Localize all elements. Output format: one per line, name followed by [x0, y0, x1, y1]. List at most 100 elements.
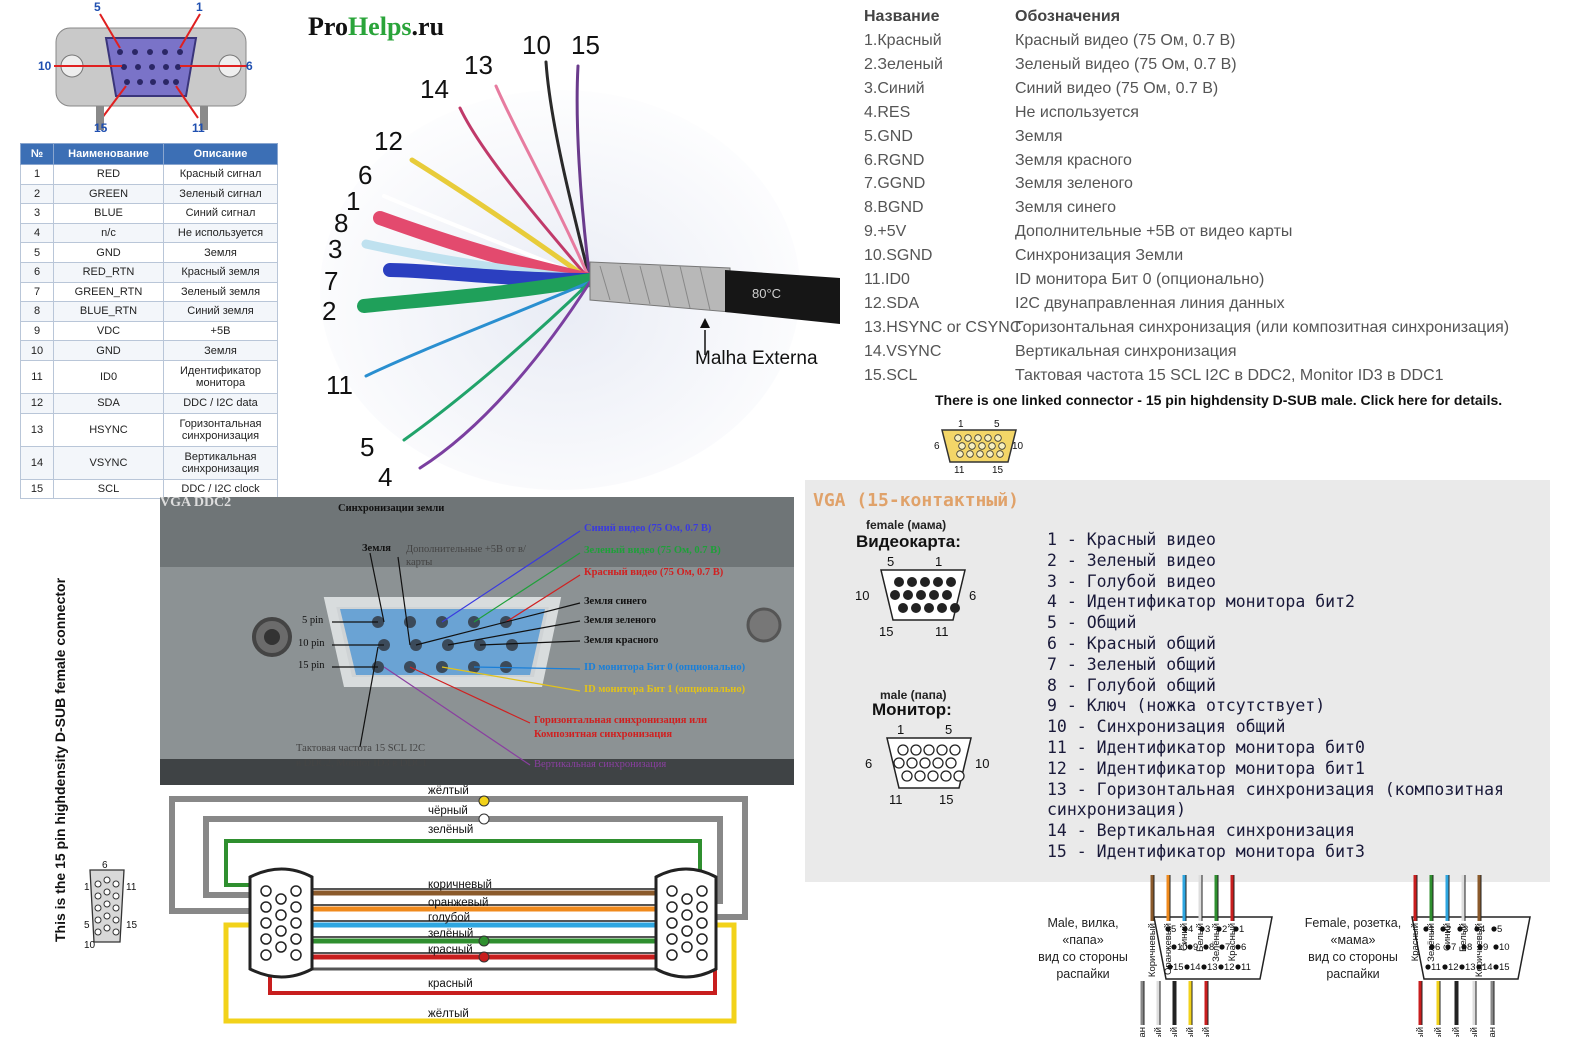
- pin-name-list: Название Обозначения 1.Красный Красный ви…: [860, 0, 1560, 415]
- vga-pin-item: 1 - Красный видео: [1047, 530, 1216, 549]
- wire-mid-blue: голубой: [428, 912, 470, 924]
- pinout-pin: [1476, 964, 1482, 970]
- pin-number-cell: 8: [20, 301, 54, 322]
- cable-print: 80°C: [752, 286, 781, 301]
- cable-wires-photo: 80°C Malha Externa 10 15 13 14 12 6 1 8 …: [300, 0, 840, 495]
- pin-list-name: 5.GND: [864, 127, 913, 145]
- male-dsub-small-icon[interactable]: 1 5 6 10 11 15: [930, 418, 1030, 476]
- vga-pin-item: 9 - Ключ (ножка отсутствует): [1047, 696, 1326, 716]
- pinout-pin-number: 5: [1171, 924, 1176, 935]
- linked-connector-link[interactable]: There is one linked connector - 15 pin h…: [935, 392, 1503, 408]
- pinout-pin: [1493, 964, 1499, 970]
- pin-number-cell: 14: [20, 445, 54, 480]
- svg-text:5: 5: [887, 554, 894, 569]
- pin-list-name: 12.SDA: [864, 294, 920, 312]
- pin-name-cell: SCL: [53, 478, 164, 500]
- pin-name-cell: VDC: [53, 320, 164, 342]
- pinout-pin: [1235, 944, 1241, 950]
- pin-list-name: 11.ID0: [864, 271, 910, 288]
- wire-label-6: 6: [358, 160, 372, 190]
- pin-list-row: 14.VSYNC Вертикальная синхронизация: [864, 343, 1554, 367]
- table-row: 4 n/c Не используется: [20, 222, 278, 244]
- pin-list-desc: Тактовая частота 15 SCL I2C в DDC2, Moni…: [1015, 366, 1444, 384]
- pin-name-cell: HSYNC: [53, 412, 164, 447]
- photo-title: VGA DDC2: [160, 497, 232, 510]
- pin-name-cell: RED_RTN: [53, 261, 164, 283]
- pinout-wire-label: Красный: [1415, 1027, 1426, 1037]
- shield-label: Malha Externa: [695, 348, 818, 369]
- vga-connector-photo: 5 1 10 6 15 11: [36, 0, 266, 140]
- photo-gnd-green: Земля зеленого: [584, 615, 657, 626]
- wire-top-black: чёрный: [428, 805, 468, 817]
- pin-desc-cell: Синий земля: [163, 301, 278, 322]
- table-row: 2 GREEN Зеленый сигнал: [20, 183, 278, 205]
- pinout-pin: [1167, 964, 1173, 970]
- pinout-pin-number: 5: [1497, 924, 1502, 935]
- photo-hsync-b: Композитная синхронизация: [534, 729, 673, 740]
- pin-name-cell: GND: [53, 242, 164, 263]
- pinout-wire-label: Белый: [1458, 923, 1469, 952]
- vga-pin-item: 12 - Идентификатор монитора бит1: [1047, 758, 1365, 778]
- pinout-pin: [1491, 926, 1497, 932]
- table-row: 3 BLUE Синий сигнал: [20, 203, 278, 224]
- svg-text:1: 1: [84, 882, 90, 893]
- pin-list-desc: Зеленый видео (75 Ом, 0.7 В): [1015, 55, 1237, 73]
- photo-extra-5v: Дополнительные +5В от в/карты: [406, 544, 526, 568]
- pinout-wire-label: Коричневый: [1147, 923, 1158, 977]
- pinout-pin-number: 13: [1207, 962, 1218, 973]
- pinout-pin: [1235, 964, 1241, 970]
- pin-number-cell: 13: [20, 412, 54, 447]
- pinout-wire-label: Красный: [1227, 923, 1238, 961]
- pin-desc-cell: Горизонтальная синхронизация: [163, 412, 278, 447]
- pinout-pin-number: 4: [1188, 924, 1193, 935]
- svg-text:11: 11: [935, 624, 949, 639]
- pinout-pin: [1457, 926, 1463, 932]
- pinout-pin: [1459, 964, 1465, 970]
- svg-text:1: 1: [897, 722, 904, 737]
- svg-text:15: 15: [992, 465, 1004, 476]
- pinout-pin-number: 11: [1241, 962, 1251, 973]
- svg-text:15: 15: [939, 792, 953, 807]
- pin-list-name: 15.SCL: [864, 366, 918, 384]
- pin-10-label: 10: [38, 59, 52, 73]
- pinout-pin: [1203, 944, 1209, 950]
- pin-list-row: 11.ID0 ID монитора Бит 0 (опционально): [864, 271, 1554, 295]
- vga-pin-item: 7 - Зеленый общий: [1047, 654, 1216, 674]
- pin-desc-cell: Красный сигнал: [163, 164, 278, 185]
- table-row: 13 HSYNC Горизонтальная синхронизация: [20, 412, 278, 447]
- pin-desc-cell: Земля: [163, 340, 278, 361]
- pin-name-cell: GREEN_RTN: [53, 281, 164, 303]
- table-row: 5 GND Земля: [20, 242, 278, 263]
- pinout-wire-label: Чёрный: [1451, 1027, 1462, 1037]
- pin-list-name: 10.SGND: [864, 247, 933, 265]
- photo-green-video: Зеленый видео (75 Ом, 0.7 В): [584, 545, 721, 556]
- pinout-pin-number: 1: [1239, 924, 1244, 935]
- pin-list-row: 10.SGND Синхронизация Земли: [864, 247, 1554, 271]
- pin-number-cell: 3: [20, 203, 54, 224]
- pin-name-cell: VSYNC: [53, 445, 164, 480]
- pin-name-cell: n/c: [53, 222, 164, 244]
- pin-desc-cell: Идентификатор монитора: [163, 359, 278, 394]
- pinout-pin-number: 12: [1448, 962, 1459, 973]
- pinout-wire-label: Белый: [1153, 1027, 1164, 1037]
- pinout-pin-number: 7: [1225, 942, 1230, 953]
- pinout-pin-number: 1: [1429, 924, 1434, 935]
- pinout-pin: [1171, 944, 1177, 950]
- pinout-pin-number: 8: [1209, 942, 1214, 953]
- pin-list-desc: Не используется: [1015, 103, 1139, 121]
- pin-list-desc: Горизонтальная синхронизация (или композ…: [1015, 318, 1510, 336]
- wire-label-14: 14: [420, 74, 449, 104]
- female-label: female (мама): [866, 518, 947, 532]
- wire-label-12: 12: [374, 126, 403, 156]
- pinout-pin-number: 10: [1177, 942, 1188, 953]
- female-caption: Female, розетка, «мама» вид со стороны рас…: [1304, 916, 1402, 981]
- male-female-pinout-diagrams: Male, вилка, «папа» вид со стороны распайк…: [1030, 865, 1560, 1037]
- pinout-pin-number: 11: [1431, 962, 1441, 973]
- svg-text:15: 15: [879, 624, 893, 639]
- pinout-pin: [1461, 944, 1467, 950]
- photo-sync-ground: Синхронизации земли: [338, 503, 445, 514]
- vga-pin-item: 4 - Идентификатор монитора бит2: [1047, 592, 1355, 612]
- pin-15-label: 15: [94, 121, 108, 135]
- vga-pin-item: 11 - Идентификатор монитора бит0: [1047, 737, 1365, 757]
- pin-table-body: 1 RED Красный сигнал 2 GREEN Зеленый сигнал 3 B…: [20, 164, 278, 500]
